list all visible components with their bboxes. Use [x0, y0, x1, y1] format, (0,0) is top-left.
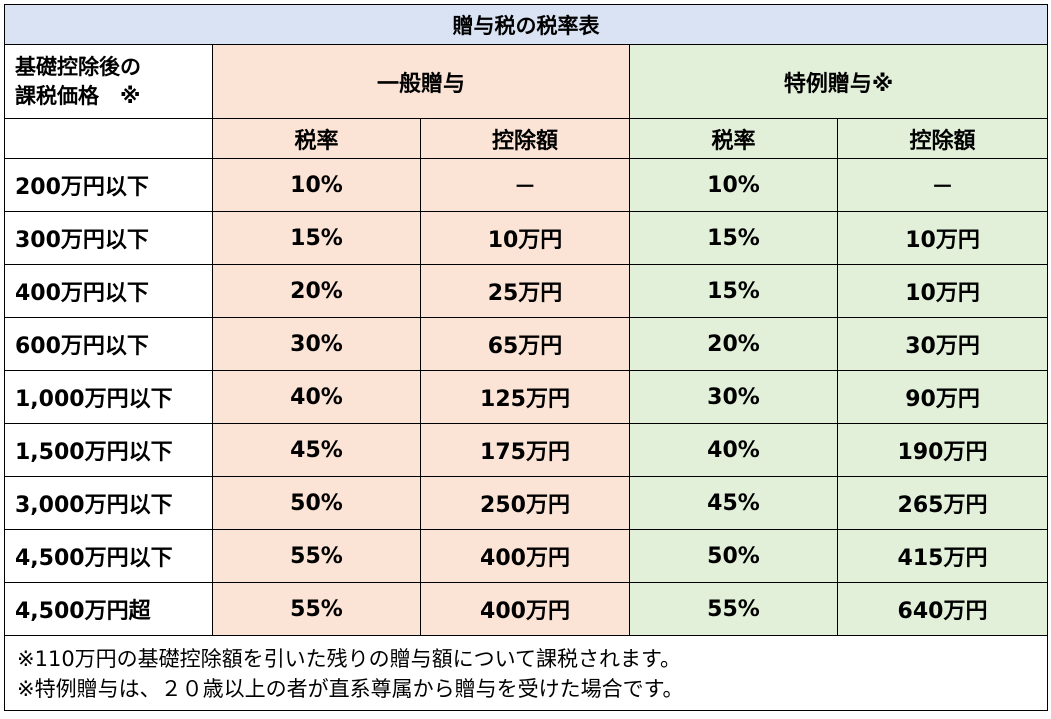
row-label: 1,000万円以下	[4, 370, 213, 424]
general-deduction-cell: 400万円	[420, 582, 630, 636]
notes-cell: ※110万円の基礎控除額を引いた残りの贈与額について課税されます。 ※特例贈与は…	[3, 635, 1049, 711]
row-label: 200万円以下	[4, 158, 213, 212]
row-label: 4,500万円超	[4, 582, 213, 636]
row-label: 600万円以下	[4, 317, 213, 371]
table-row: 400万円以下 20% 25万円 15% 10万円	[4, 264, 1049, 318]
special-rate-cell: 10%	[629, 158, 838, 212]
special-rate-cell: 15%	[629, 264, 838, 318]
special-deduction-cell: －	[836, 158, 1049, 212]
gift-tax-rate-table: 贈与税の税率表 基礎控除後の 課税価格 ※ 一般贈与 特例贈与※ 税率 控除額 …	[3, 4, 1049, 711]
special-rate-cell: 45%	[629, 476, 838, 530]
col-header-special-deduction: 控除額	[836, 118, 1049, 159]
general-deduction-cell: 65万円	[420, 317, 630, 371]
row-label: 300万円以下	[4, 211, 213, 265]
special-rate-cell: 50%	[629, 529, 838, 583]
special-rate-cell: 30%	[629, 370, 838, 424]
general-deduction-cell: 175万円	[420, 423, 630, 477]
row-label: 3,000万円以下	[4, 476, 213, 530]
table-row: 1,000万円以下 40% 125万円 30% 90万円	[4, 370, 1049, 424]
special-deduction-cell: 415万円	[836, 529, 1049, 583]
general-deduction-cell: 400万円	[420, 529, 630, 583]
empty-header-cell	[4, 118, 213, 159]
table-title: 贈与税の税率表	[3, 4, 1049, 45]
table-row: 4,500万円以下 55% 400万円 50% 415万円	[4, 529, 1049, 583]
general-rate-cell: 20%	[212, 264, 421, 318]
header-row-columns: 税率 控除額 税率 控除額	[4, 118, 1049, 159]
general-deduction-cell: 25万円	[420, 264, 630, 318]
general-rate-cell: 55%	[212, 529, 421, 583]
general-rate-cell: 50%	[212, 476, 421, 530]
row-label: 1,500万円以下	[4, 423, 213, 477]
table-row: 1,500万円以下 45% 175万円 40% 190万円	[4, 423, 1049, 477]
group-header-special: 特例贈与※	[628, 44, 1049, 119]
header-row-groups: 基礎控除後の 課税価格 ※ 一般贈与 特例贈与※	[4, 44, 1049, 119]
general-rate-cell: 10%	[212, 158, 421, 212]
special-rate-cell: 15%	[629, 211, 838, 265]
special-deduction-cell: 265万円	[836, 476, 1049, 530]
general-deduction-cell: －	[420, 158, 630, 212]
group-header-general: 一般贈与	[212, 44, 630, 119]
special-deduction-cell: 10万円	[836, 211, 1049, 265]
notes-row: ※110万円の基礎控除額を引いた残りの贈与額について課税されます。 ※特例贈与は…	[3, 635, 1049, 711]
general-deduction-cell: 250万円	[420, 476, 630, 530]
corner-label-line1: 基礎控除後の	[15, 54, 141, 79]
special-deduction-cell: 90万円	[836, 370, 1049, 424]
table-row: 300万円以下 15% 10万円 15% 10万円	[4, 211, 1049, 265]
general-rate-cell: 45%	[212, 423, 421, 477]
corner-label-line2: 課税価格 ※	[15, 83, 141, 108]
table-row: 3,000万円以下 50% 250万円 45% 265万円	[4, 476, 1049, 530]
special-rate-cell: 55%	[629, 582, 838, 636]
title-row: 贈与税の税率表	[3, 4, 1049, 45]
special-deduction-cell: 30万円	[836, 317, 1049, 371]
col-header-general-deduction: 控除額	[420, 118, 630, 159]
special-deduction-cell: 640万円	[836, 582, 1049, 636]
corner-header: 基礎控除後の 課税価格 ※	[4, 44, 213, 119]
special-rate-cell: 40%	[629, 423, 838, 477]
col-header-special-rate: 税率	[629, 118, 838, 159]
table-row: 600万円以下 30% 65万円 20% 30万円	[4, 317, 1049, 371]
table-row: 4,500万円超 55% 400万円 55% 640万円	[4, 582, 1049, 636]
special-deduction-cell: 190万円	[836, 423, 1049, 477]
table-row: 200万円以下 10% － 10% －	[4, 158, 1049, 212]
special-deduction-cell: 10万円	[836, 264, 1049, 318]
general-rate-cell: 40%	[212, 370, 421, 424]
note-special-gift: ※特例贈与は、２０歳以上の者が直系尊属から贈与を受けた場合です。	[17, 677, 684, 701]
row-label: 400万円以下	[4, 264, 213, 318]
general-rate-cell: 15%	[212, 211, 421, 265]
note-basic-deduction: ※110万円の基礎控除額を引いた残りの贈与額について課税されます。	[17, 647, 681, 671]
general-rate-cell: 55%	[212, 582, 421, 636]
col-header-general-rate: 税率	[212, 118, 421, 159]
row-label: 4,500万円以下	[4, 529, 213, 583]
special-rate-cell: 20%	[629, 317, 838, 371]
general-rate-cell: 30%	[212, 317, 421, 371]
general-deduction-cell: 125万円	[420, 370, 630, 424]
general-deduction-cell: 10万円	[420, 211, 630, 265]
